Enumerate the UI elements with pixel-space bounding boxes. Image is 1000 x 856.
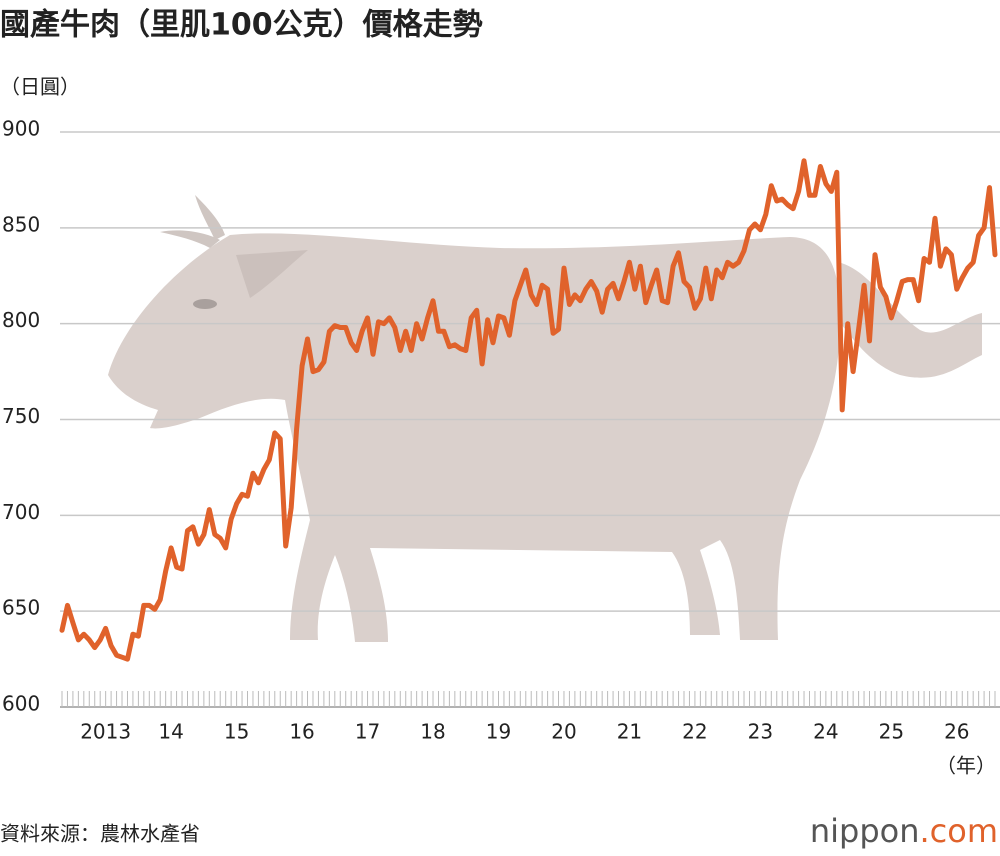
x-tick-label: 22 <box>682 720 707 744</box>
x-tick-label: 17 <box>355 720 380 744</box>
y-tick-label: 900 <box>2 117 40 141</box>
y-tick-label: 650 <box>2 596 40 620</box>
logo: nippon.com <box>810 812 998 850</box>
x-tick-label: 25 <box>879 720 904 744</box>
chart-title: 國產牛肉（里肌100公克）價格走勢 <box>0 8 483 43</box>
y-tick-label: 700 <box>2 500 40 524</box>
x-tick-label: 15 <box>224 720 249 744</box>
x-tick-label: 16 <box>289 720 314 744</box>
y-tick-label: 750 <box>2 404 40 428</box>
x-axis-unit: （年） <box>936 754 996 778</box>
x-tick-label: 14 <box>158 720 183 744</box>
y-axis-unit: （日圓） <box>0 75 80 99</box>
x-tick-label: 2013 <box>80 720 131 744</box>
x-tick-label: 24 <box>813 720 838 744</box>
x-tick-label: 18 <box>420 720 445 744</box>
logo-suffix: .com <box>919 812 998 850</box>
x-tick-label: 19 <box>486 720 511 744</box>
source: 資料來源：農林水產省 <box>0 822 200 846</box>
x-tick-label: 26 <box>944 720 969 744</box>
x-tick-label: 23 <box>748 720 773 744</box>
x-tick-label: 21 <box>617 720 642 744</box>
y-tick-label: 800 <box>2 308 40 332</box>
y-tick-label: 600 <box>2 692 40 716</box>
price-line <box>59 158 998 662</box>
x-tick-label: 20 <box>551 720 576 744</box>
y-tick-label: 850 <box>2 212 40 236</box>
logo-name: nippon <box>810 812 920 850</box>
cow-illustration <box>108 195 982 642</box>
